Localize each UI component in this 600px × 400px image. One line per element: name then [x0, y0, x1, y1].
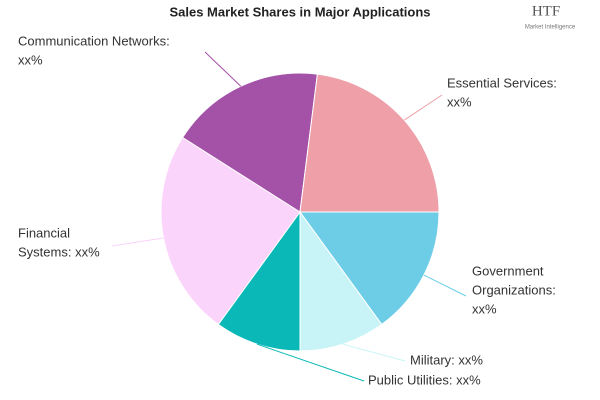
slice-label: Systems: xx% — [18, 244, 100, 259]
leader-line — [111, 237, 164, 247]
slice-label: Military: xx% — [410, 352, 483, 367]
slice-label: xx% — [447, 94, 472, 109]
slice-label: Organizations: — [472, 282, 556, 297]
slice-label: Communication Networks: — [18, 33, 170, 48]
slice-label: Financial — [18, 225, 70, 240]
leader-line — [204, 51, 242, 87]
pie-slice — [217, 210, 301, 352]
pie-slice — [299, 210, 383, 352]
chart-title: Sales Market Shares in Major Application… — [169, 4, 430, 19]
leader-line — [342, 343, 406, 362]
leader-line — [403, 94, 443, 121]
slice-label: Essential Services: — [447, 75, 557, 90]
pie-slice — [181, 72, 318, 213]
slice-label: xx% — [472, 301, 497, 316]
slice-label: Government — [472, 263, 544, 278]
pie-slice — [299, 211, 440, 326]
leader-line — [423, 274, 467, 297]
pie-slice — [299, 73, 440, 213]
slice-label: xx% — [18, 52, 43, 67]
logo-subtitle: Market Intelligence — [525, 25, 576, 31]
leader-line — [256, 343, 365, 382]
logo: HTF — [532, 3, 560, 19]
slice-label: Public Utilities: xx% — [368, 372, 481, 387]
